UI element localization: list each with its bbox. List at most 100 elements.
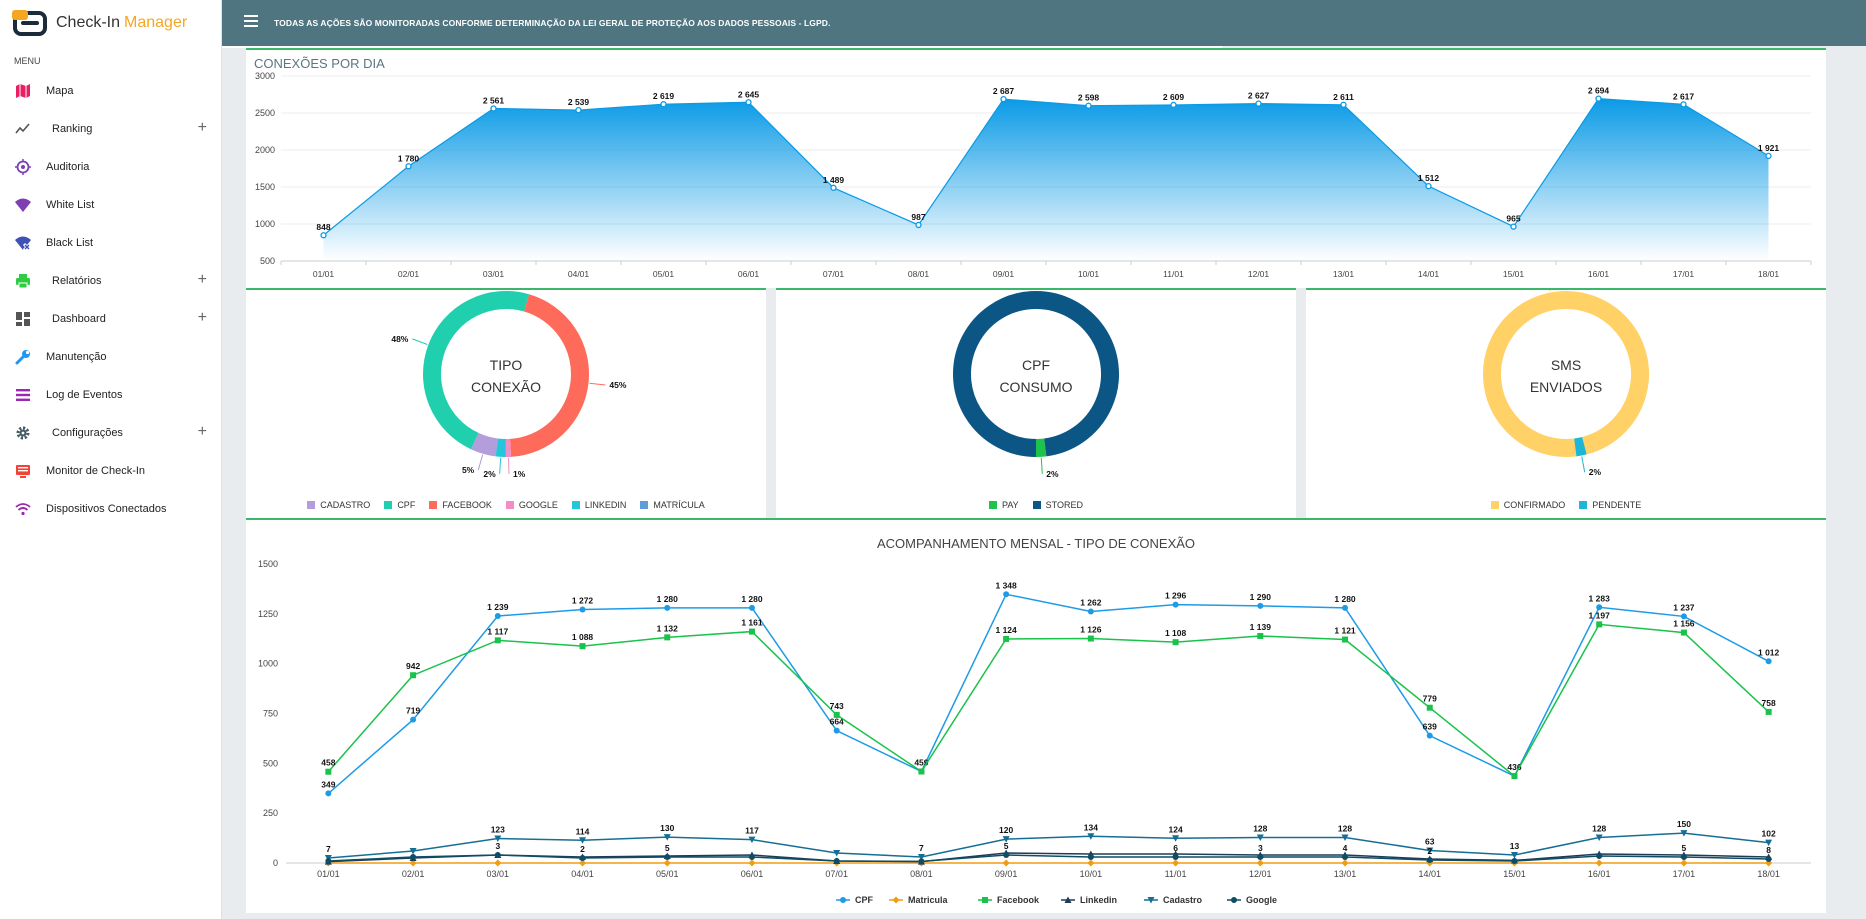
line-data-label: 4 <box>1343 843 1348 853</box>
series-marker <box>918 858 925 865</box>
donut-data-label: 2% <box>1589 467 1602 477</box>
line-data-label: 8 <box>1766 845 1771 855</box>
line-data-label: 2 <box>580 844 585 854</box>
y-tick-label: 500 <box>260 256 275 266</box>
legend-label: CADASTRO <box>320 500 371 510</box>
series-marker <box>494 637 501 644</box>
sidebar-item-auditoria[interactable]: Auditoria <box>0 148 221 186</box>
line-data-label: 128 <box>1592 823 1606 833</box>
legend-item[interactable]: CONFIRMADO <box>1490 500 1565 510</box>
y-tick-label: 3000 <box>255 71 275 81</box>
sidebar-item-manutencao[interactable]: Manutenção <box>0 338 221 376</box>
expand-plus-icon[interactable]: + <box>197 271 207 288</box>
legend-item[interactable]: STORED <box>1032 500 1083 510</box>
x-tick-label: 07/01 <box>823 269 845 279</box>
sidebar-item-label: Auditoria <box>46 161 90 173</box>
x-tick-label: 17/01 <box>1673 269 1695 279</box>
legend-swatch <box>505 501 514 509</box>
line-data-label: 1 262 <box>1080 597 1102 607</box>
area-data-label: 2 617 <box>1673 91 1695 101</box>
wifi-icon <box>14 196 32 214</box>
legend-item[interactable]: FACEBOOK <box>429 500 492 510</box>
x-tick-label: 08/01 <box>910 869 933 879</box>
legend-swatch <box>640 501 649 509</box>
series-marker <box>1595 834 1603 841</box>
series-marker <box>1342 604 1349 611</box>
line-data-label: 150 <box>1677 819 1691 829</box>
series-marker <box>892 896 900 904</box>
line-data-label: 134 <box>1084 822 1098 832</box>
donut-data-label: 5% <box>462 465 475 475</box>
legend-swatch <box>384 501 393 509</box>
sidebar-item-relatorios[interactable]: Relatórios + <box>0 262 221 300</box>
legend-item[interactable]: Cadastro <box>1144 895 1203 905</box>
series-marker <box>1257 854 1264 861</box>
area-point <box>1170 101 1177 109</box>
legend-item[interactable]: CPF <box>384 500 415 510</box>
legend-item[interactable]: CPF <box>836 895 874 905</box>
legend-swatch <box>1032 501 1041 509</box>
sidebar-item-black-list[interactable]: Black List <box>0 224 221 262</box>
series-marker <box>1087 854 1094 861</box>
series-marker <box>579 837 587 844</box>
legend-item[interactable]: PAY <box>988 500 1019 510</box>
area-data-label: 2 561 <box>483 95 505 105</box>
sidebar-item-configuracoes[interactable]: Configurações + <box>0 414 221 452</box>
series-marker <box>1595 859 1603 867</box>
line-data-label: 1 124 <box>995 625 1017 635</box>
sidebar-item-ranking[interactable]: Ranking + <box>0 110 221 148</box>
line-data-label: 6 <box>1173 843 1178 853</box>
line-data-label: 758 <box>1762 698 1776 708</box>
donut-slice <box>1035 438 1047 457</box>
legend-item[interactable]: MATRÍCULA <box>640 500 705 510</box>
area-data-label: 987 <box>911 212 925 222</box>
series-marker <box>1680 613 1687 620</box>
printer-icon <box>14 272 32 290</box>
brand[interactable]: Check-In Manager <box>0 0 221 46</box>
line-data-label: 1 132 <box>657 623 679 633</box>
expand-plus-icon[interactable]: + <box>197 309 207 326</box>
legend-item[interactable]: PENDENTE <box>1579 500 1641 510</box>
legend-item[interactable]: Google <box>1227 895 1277 905</box>
expand-plus-icon[interactable]: + <box>197 423 207 440</box>
legend-item[interactable]: CADASTRO <box>307 500 370 510</box>
sidebar-item-dispositivos-conectados[interactable]: Dispositivos Conectados <box>0 490 221 528</box>
sidebar-item-mapa[interactable]: Mapa <box>0 72 221 110</box>
legend-item[interactable]: Matricula <box>889 895 949 905</box>
wifi-off-icon <box>14 234 32 252</box>
legend-item[interactable]: GOOGLE <box>505 500 558 510</box>
menu-toggle-icon[interactable] <box>244 15 258 30</box>
series-marker <box>325 768 332 775</box>
series-marker <box>1341 834 1349 841</box>
cpf-consumo-legend: PAY STORED <box>776 500 1296 510</box>
conexoes-title: CONEXÕES POR DIA <box>254 56 385 71</box>
area-data-label: 1 780 <box>398 153 420 163</box>
area-point <box>575 106 582 114</box>
area-data-label: 2 619 <box>653 91 675 101</box>
sidebar-item-log-de-eventos[interactable]: Log de Eventos <box>0 376 221 414</box>
series-marker <box>1172 639 1179 646</box>
legend-item[interactable]: Facebook <box>978 895 1040 905</box>
legend-swatch <box>988 501 997 509</box>
expand-plus-icon[interactable]: + <box>197 119 207 136</box>
x-tick-label: 01/01 <box>313 269 335 279</box>
sidebar-item-dashboard[interactable]: Dashboard + <box>0 300 221 338</box>
area-data-label: 2 627 <box>1248 91 1270 101</box>
line-data-label: 5 <box>1004 841 1009 851</box>
legend-item[interactable]: LINKEDIN <box>571 500 626 510</box>
sidebar-item-white-list[interactable]: White List <box>0 186 221 224</box>
sidebar-item-monitor-de-check-in[interactable]: Monitor de Check-In <box>0 452 221 490</box>
legend-label: GOOGLE <box>518 500 558 510</box>
legend-swatch <box>1490 501 1499 509</box>
y-tick-label: 1000 <box>258 659 278 669</box>
line-data-label: 63 <box>1425 836 1435 846</box>
legend-label: Google <box>1246 895 1277 905</box>
x-tick-label: 07/01 <box>825 869 848 879</box>
trend-icon <box>14 120 32 138</box>
series-marker <box>1172 854 1179 861</box>
legend-item[interactable]: Linkedin <box>1061 895 1117 905</box>
donut-center-label: SMS <box>1551 357 1581 373</box>
x-tick-label: 02/01 <box>402 869 425 879</box>
line-data-label: 1 161 <box>741 618 763 628</box>
